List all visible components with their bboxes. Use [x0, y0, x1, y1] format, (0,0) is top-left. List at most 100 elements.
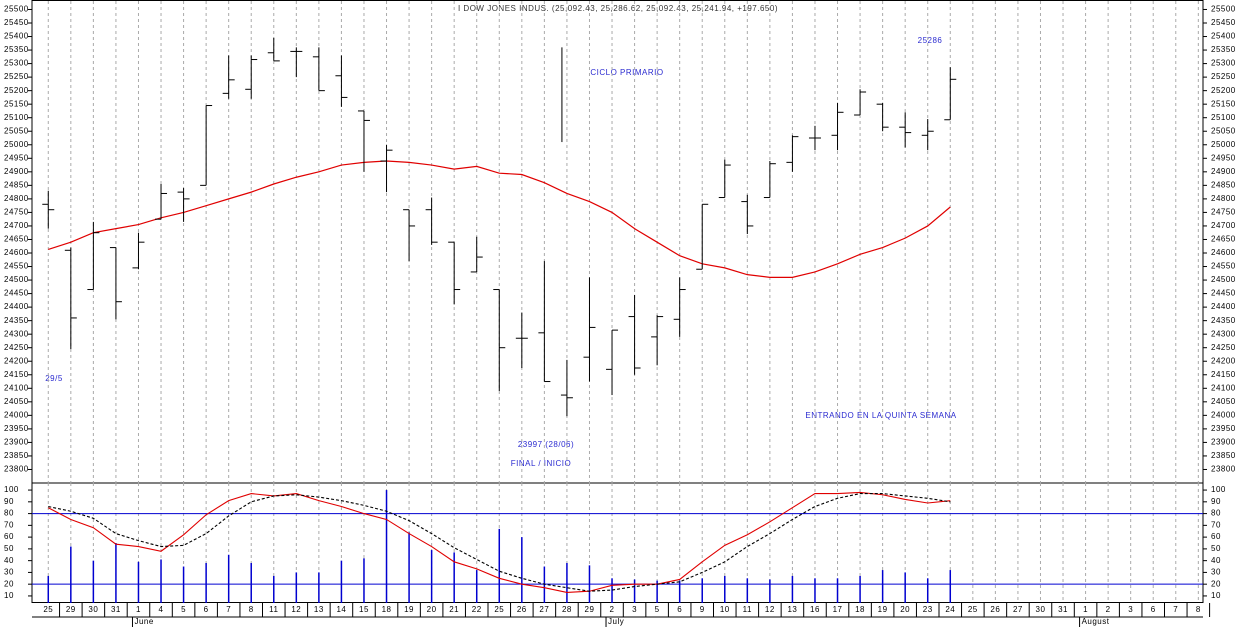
- y-tick-label: 24000: [4, 410, 29, 419]
- y-tick-label: 24950: [4, 153, 29, 162]
- y-tick-label: 50: [4, 544, 14, 553]
- y-tick-label: 70: [4, 520, 14, 529]
- y-tick-label: 24850: [1211, 180, 1236, 189]
- y-tick-label: 24000: [1211, 410, 1236, 419]
- y-tick-label: 24250: [4, 343, 29, 352]
- y-tick-label: 24500: [4, 275, 29, 284]
- month-label: August: [1082, 617, 1110, 626]
- y-tick-label: 24750: [1211, 208, 1236, 217]
- y-tick-label: 25450: [1211, 18, 1236, 27]
- x-tick-label: 28: [562, 605, 572, 614]
- x-tick-label: 8: [1196, 605, 1201, 614]
- y-tick-label: 23800: [4, 465, 29, 474]
- y-tick-label: 100: [4, 485, 19, 494]
- y-tick-label: 24350: [4, 316, 29, 325]
- x-tick-label: 3: [632, 605, 637, 614]
- y-tick-label: 30: [4, 568, 14, 577]
- y-tick-label: 24550: [4, 262, 29, 271]
- y-tick-label: 50: [1211, 544, 1221, 553]
- y-tick-label: 23900: [1211, 438, 1236, 447]
- y-tick-label: 25150: [4, 99, 29, 108]
- y-tick-label: 25400: [1211, 32, 1236, 41]
- y-tick-label: 24050: [1211, 397, 1236, 406]
- x-tick-label: 27: [539, 605, 549, 614]
- y-tick-label: 20: [1211, 579, 1221, 588]
- x-tick-label: 11: [743, 605, 752, 614]
- x-tick-label: 26: [517, 605, 527, 614]
- x-tick-label: 26: [990, 605, 1000, 614]
- y-tick-label: 24650: [1211, 235, 1236, 244]
- y-tick-label: 80: [4, 509, 14, 518]
- x-tick-label: 7: [1173, 605, 1178, 614]
- y-tick-label: 25500: [4, 5, 29, 14]
- y-tick-label: 80: [1211, 509, 1221, 518]
- annotation: CICLO PRIMARIO: [590, 68, 663, 77]
- x-tick-label: 29: [585, 605, 595, 614]
- x-tick-label: 31: [1058, 605, 1068, 614]
- y-tick-label: 24150: [4, 370, 29, 379]
- y-tick-label: 60: [4, 532, 14, 541]
- y-tick-label: 10: [1211, 591, 1221, 600]
- y-tick-label: 24350: [1211, 316, 1236, 325]
- y-tick-label: 25050: [4, 126, 29, 135]
- x-tick-label: 13: [314, 605, 324, 614]
- x-tick-label: 5: [181, 605, 186, 614]
- y-tick-label: 25150: [1211, 99, 1236, 108]
- x-tick-label: 4: [159, 605, 164, 614]
- x-tick-label: 20: [900, 605, 910, 614]
- annotation: ENTRANDO EN LA QUINTA SEMANA: [805, 411, 956, 420]
- x-tick-label: 14: [336, 605, 346, 614]
- x-tick-label: 18: [382, 605, 392, 614]
- y-tick-label: 90: [4, 497, 14, 506]
- y-tick-label: 23850: [4, 451, 29, 460]
- x-tick-label: 8: [249, 605, 254, 614]
- x-tick-label: 9: [700, 605, 705, 614]
- y-tick-label: 24400: [4, 302, 29, 311]
- y-tick-label: 24250: [1211, 343, 1236, 352]
- x-tick-label: 18: [855, 605, 865, 614]
- y-tick-label: 70: [1211, 520, 1221, 529]
- y-tick-label: 25100: [1211, 113, 1236, 122]
- y-tick-label: 24750: [4, 208, 29, 217]
- x-tick-label: 31: [111, 605, 121, 614]
- y-tick-label: 23850: [1211, 451, 1236, 460]
- y-tick-label: 25050: [1211, 126, 1236, 135]
- chart-title: I DOW JONES INDUS. (25,092.43, 25,286.62…: [458, 4, 778, 13]
- x-tick-label: 6: [204, 605, 209, 614]
- oscillator-line: [48, 491, 951, 593]
- x-tick-label: 21: [449, 605, 459, 614]
- y-tick-label: 25400: [4, 32, 29, 41]
- x-tick-label: 1: [136, 605, 141, 614]
- y-tick-label: 24700: [1211, 221, 1236, 230]
- annotation: 29/5: [45, 374, 63, 383]
- x-tick-label: 12: [291, 605, 301, 614]
- x-tick-label: 16: [810, 605, 820, 614]
- y-tick-label: 25250: [4, 72, 29, 81]
- y-tick-label: 23950: [4, 424, 29, 433]
- y-tick-label: 60: [1211, 532, 1221, 541]
- y-tick-label: 40: [4, 556, 14, 565]
- x-tick-label: 27: [1013, 605, 1023, 614]
- x-tick-label: 19: [404, 605, 414, 614]
- y-tick-label: 24300: [1211, 329, 1236, 338]
- annotation: 23997 (28/06): [518, 440, 574, 449]
- x-tick-label: 12: [765, 605, 775, 614]
- x-tick-label: 22: [472, 605, 482, 614]
- y-tick-label: 24400: [1211, 302, 1236, 311]
- y-tick-label: 40: [1211, 556, 1221, 565]
- x-tick-label: 29: [66, 605, 76, 614]
- y-tick-label: 20: [4, 579, 14, 588]
- x-tick-label: 25: [968, 605, 978, 614]
- y-tick-label: 23900: [4, 438, 29, 447]
- x-tick-label: 3: [1128, 605, 1133, 614]
- y-tick-label: 25350: [4, 45, 29, 54]
- x-tick-label: 1: [1083, 605, 1088, 614]
- y-tick-label: 24050: [4, 397, 29, 406]
- y-tick-label: 25200: [4, 86, 29, 95]
- y-tick-label: 30: [1211, 568, 1221, 577]
- y-tick-label: 24950: [1211, 153, 1236, 162]
- y-tick-label: 24150: [1211, 370, 1236, 379]
- y-tick-label: 25200: [1211, 86, 1236, 95]
- y-tick-label: 100: [1211, 485, 1226, 494]
